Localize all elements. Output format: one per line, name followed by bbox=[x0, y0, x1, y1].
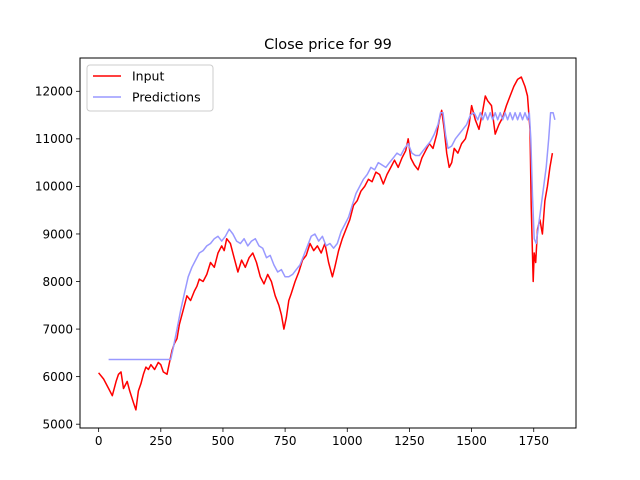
x-tick-label: 1250 bbox=[394, 434, 425, 448]
x-tick-label: 1750 bbox=[518, 434, 549, 448]
series-line-predictions bbox=[108, 111, 556, 361]
axes-frame bbox=[79, 57, 577, 429]
y-tick-label: 5000 bbox=[42, 417, 73, 431]
y-tick-label: 12000 bbox=[35, 85, 73, 99]
y-tick-label: 7000 bbox=[42, 322, 73, 336]
chart-title: Close price for 99 bbox=[264, 37, 392, 53]
x-axis: 0 250 500 750 1000 1250 1500 1750 bbox=[95, 428, 549, 448]
x-tick-label: 250 bbox=[149, 434, 172, 448]
y-tick-label: 6000 bbox=[42, 370, 73, 384]
y-tick-label: 11000 bbox=[35, 132, 73, 146]
x-tick-label: 500 bbox=[212, 434, 235, 448]
axes-background bbox=[80, 58, 576, 428]
series-layer bbox=[98, 76, 556, 411]
y-tick-label: 10000 bbox=[35, 180, 73, 194]
y-axis: 5000 6000 7000 8000 9000 10000 11000 12000 bbox=[35, 85, 80, 431]
x-tick-label: 750 bbox=[274, 434, 297, 448]
x-tick-label: 0 bbox=[95, 434, 103, 448]
y-tick-label: 9000 bbox=[42, 227, 73, 241]
x-tick-label: 1000 bbox=[332, 434, 363, 448]
x-tick-label: 1500 bbox=[456, 434, 487, 448]
legend: Input Predictions bbox=[86, 64, 214, 112]
legend-label-predictions: Predictions bbox=[132, 90, 201, 105]
legend-label-input: Input bbox=[132, 69, 164, 84]
y-tick-label: 8000 bbox=[42, 275, 73, 289]
plot-area bbox=[79, 57, 577, 429]
